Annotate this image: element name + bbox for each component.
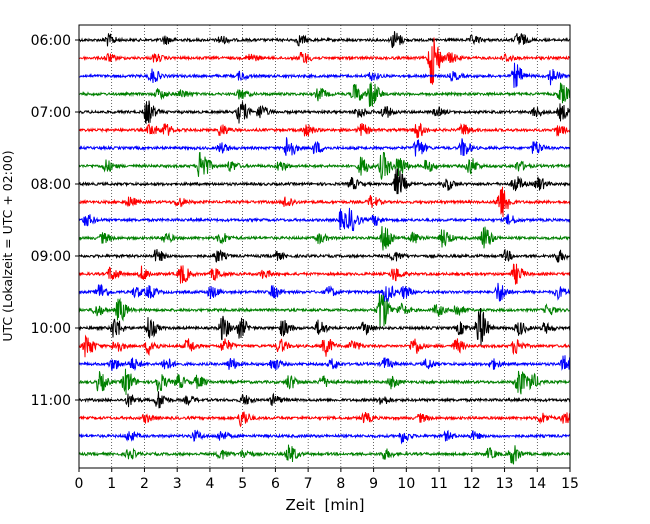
trace-line-15	[78, 282, 571, 303]
x-axis-ticks: 0 1 2 3 4 5 6 7 8 9 10 11 12 13 14 15	[75, 468, 579, 492]
x-tick-label: 7	[304, 476, 313, 492]
x-tick-label: 5	[238, 476, 247, 492]
trace-line-7	[78, 137, 571, 157]
x-tick-label: 8	[336, 476, 345, 492]
trace-line-1	[78, 31, 571, 49]
trace-line-5	[78, 100, 571, 125]
plot-frame	[78, 24, 571, 469]
x-tick-label: 2	[140, 476, 149, 492]
x-tick-label: 11	[430, 476, 448, 492]
x-tick-label: 10	[397, 476, 415, 492]
x-axis-label: Zeit [min]	[285, 496, 364, 514]
trace-line-22	[78, 411, 571, 428]
trace-line-13	[78, 248, 571, 263]
trace-line-20	[78, 368, 571, 395]
minute-grid	[111, 25, 538, 468]
y-tick-label: 08:00	[31, 177, 71, 193]
x-tick-label: 0	[75, 476, 84, 492]
x-tick-label: 14	[528, 476, 546, 492]
x-tick-label: 9	[369, 476, 378, 492]
x-tick-label: 13	[496, 476, 514, 492]
trace-line-17	[78, 307, 571, 346]
y-tick-label: 06:00	[31, 33, 71, 49]
trace-line-11	[78, 207, 571, 232]
trace-line-2	[78, 37, 571, 85]
trace-line-16	[78, 293, 571, 330]
trace-line-19	[78, 355, 571, 372]
trace-line-12	[78, 226, 571, 251]
x-tick-label: 1	[107, 476, 116, 492]
trace-line-8	[78, 151, 571, 180]
trace-line-3	[78, 62, 571, 88]
x-tick-label: 6	[271, 476, 280, 492]
y-tick-label: 07:00	[31, 105, 71, 121]
y-tick-label: 10:00	[31, 321, 71, 337]
trace-line-9	[78, 168, 571, 195]
x-tick-label: 12	[463, 476, 481, 492]
trace-line-10	[78, 186, 571, 218]
y-axis-ticks: 06:00 07:00 08:00 09:00 10:00 11:00	[31, 33, 79, 409]
trace-line-23	[78, 429, 571, 445]
trace-line-6	[78, 122, 571, 139]
trace-line-18	[78, 334, 571, 358]
trace-line-4	[78, 82, 571, 108]
trace-line-21	[78, 391, 571, 409]
y-axis-label: UTC (Lokalzeit = UTC + 02:00)	[0, 150, 15, 341]
trace-line-24	[78, 444, 570, 465]
x-tick-label: 3	[173, 476, 182, 492]
y-tick-label: 09:00	[31, 249, 71, 265]
x-tick-label: 15	[561, 476, 579, 492]
trace-line-14	[78, 263, 571, 285]
trace-lines	[78, 31, 571, 465]
y-tick-label: 11:00	[31, 393, 71, 409]
x-tick-label: 4	[205, 476, 214, 492]
